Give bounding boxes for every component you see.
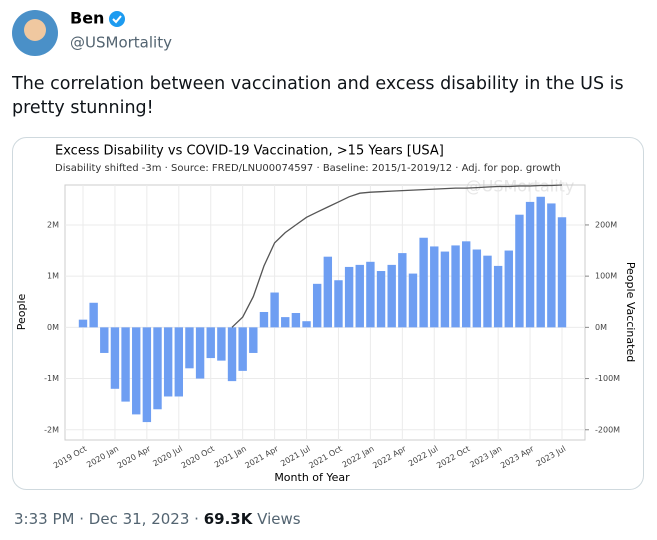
bar xyxy=(227,327,237,382)
author-handle[interactable]: @USMortality xyxy=(70,34,172,52)
bar xyxy=(419,237,428,328)
bar xyxy=(163,327,173,397)
bar xyxy=(472,249,482,328)
y-tick-label: -2M xyxy=(44,425,59,434)
date[interactable]: Dec 31, 2023 xyxy=(89,510,190,528)
y2-tick-label: -200M xyxy=(595,425,620,434)
bar xyxy=(430,246,439,328)
author-name[interactable]: Ben xyxy=(70,9,104,28)
bar xyxy=(525,201,535,328)
bar xyxy=(462,241,471,328)
y2-tick-label: -100M xyxy=(595,374,620,383)
verified-badge xyxy=(109,11,125,27)
bar xyxy=(121,327,130,402)
views-count: 69.3K xyxy=(204,510,254,528)
y2-tick-label: 100M xyxy=(595,272,617,281)
separator: · xyxy=(194,510,199,528)
y2-tick-label: 200M xyxy=(595,220,617,229)
bar xyxy=(483,255,492,328)
views-label: Views xyxy=(257,510,301,528)
bar xyxy=(89,302,98,328)
bar xyxy=(217,327,226,361)
bar xyxy=(440,251,450,328)
y-tick-label: -1M xyxy=(44,374,59,383)
time[interactable]: 3:33 PM xyxy=(14,510,74,528)
chart-title: Excess Disability vs COVID-19 Vaccinatio… xyxy=(55,144,444,159)
verified-check xyxy=(112,15,122,24)
bar xyxy=(408,273,418,328)
y-tick-label: 1M xyxy=(47,272,59,281)
bar xyxy=(110,327,120,389)
bar xyxy=(100,327,109,353)
bar xyxy=(547,203,556,328)
line xyxy=(231,184,563,328)
bar xyxy=(281,317,290,328)
bar xyxy=(376,271,386,328)
bar xyxy=(195,327,205,379)
y2-axis-label: People Vaccinated xyxy=(624,262,637,362)
bar xyxy=(334,280,343,328)
bar xyxy=(291,313,301,328)
bar xyxy=(78,319,88,328)
x-axis-label: Month of Year xyxy=(274,471,350,484)
y-tick-label: 2M xyxy=(47,220,59,229)
bar xyxy=(312,283,322,328)
avatar-face xyxy=(24,19,46,41)
bar xyxy=(515,214,524,328)
bar xyxy=(259,311,269,328)
y2-tick-label: 0M xyxy=(595,323,607,332)
bar xyxy=(132,327,141,415)
bar xyxy=(493,265,503,328)
bar xyxy=(238,327,247,371)
tweet-text-box: The correlation between vaccination and … xyxy=(12,74,624,118)
bar xyxy=(398,253,407,328)
chart-subtitle: Disability shifted -3m · Source: FRED/LN… xyxy=(55,163,561,174)
bar xyxy=(355,264,364,328)
bar xyxy=(270,292,279,328)
bar xyxy=(387,264,396,328)
bar xyxy=(249,327,258,353)
y-axis-label: People xyxy=(15,293,28,330)
bar xyxy=(142,327,152,423)
bar xyxy=(536,196,545,328)
bar xyxy=(557,217,567,328)
bar xyxy=(185,327,194,369)
tweet-text: The correlation between vaccination and … xyxy=(12,74,624,118)
plot-area xyxy=(64,184,586,441)
bar xyxy=(206,327,215,359)
bar xyxy=(174,327,183,397)
separator: · xyxy=(79,510,84,528)
y-tick-label: 0M xyxy=(47,323,59,332)
bar xyxy=(153,327,162,410)
bar xyxy=(366,261,375,328)
chart: Excess Disability vs COVID-19 Vaccinatio… xyxy=(15,144,637,485)
bar xyxy=(504,250,513,328)
tweet-meta: 3:33 PM · Dec 31, 2023 · 69.3K Views xyxy=(14,510,301,528)
bar xyxy=(451,245,460,328)
bar xyxy=(344,266,354,328)
bar xyxy=(302,321,311,328)
bar xyxy=(323,256,333,328)
